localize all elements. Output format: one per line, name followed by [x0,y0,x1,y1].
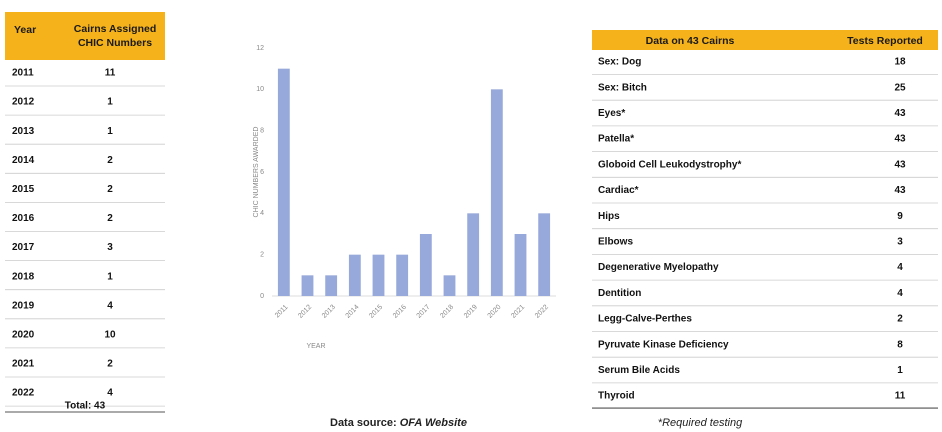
x-tick-label: 2014 [345,304,361,320]
cell: 2015 [12,184,35,195]
cell: 18 [894,57,906,68]
y-tick-label: 8 [260,128,264,135]
x-tick-label: 2016 [392,304,408,320]
bar [325,275,338,296]
cell: Legg-Calve-Perthes [598,314,692,325]
cell: 2 [897,314,903,325]
cell: Pyruvate Kinase Deficiency [598,339,729,350]
cell: Dentition [598,288,641,299]
bar [490,89,503,296]
cell: Cardiac* [598,185,639,196]
cell: 43 [894,134,906,145]
cell: 25 [894,82,906,93]
cell: 2017 [12,242,35,253]
x-tick-label: 2019 [463,304,479,320]
cell: 1 [107,97,113,108]
cell: 3 [107,242,113,253]
cell: 2022 [12,388,35,399]
bar [443,275,456,296]
y-tick-label: 0 [260,293,264,300]
y-tick-label: 10 [256,86,264,93]
cell: 2 [107,155,113,166]
y-tick-label: 12 [256,45,264,52]
left-header-bg [5,12,165,60]
cell: 4 [897,262,903,273]
cell: 2013 [12,126,35,137]
cell: 2019 [12,300,35,311]
x-tick-label: 2017 [416,304,432,320]
cell: 2016 [12,213,35,224]
x-tick-label: 2012 [297,304,313,320]
x-tick-label: 2020 [487,304,503,320]
x-tick-label: 2022 [534,304,550,320]
cell: Patella* [598,134,634,145]
source-label: Data source: [330,417,400,429]
bar [348,254,361,296]
cell: 2014 [12,155,35,166]
cell: 2011 [12,68,34,79]
right-header: Tests Reported [847,35,923,47]
cell: 3 [897,237,903,248]
cell: 43 [894,108,906,119]
cell: 4 [107,388,113,399]
cell: 8 [897,339,903,350]
footnote: *Required testing [658,417,743,429]
cell: 43 [894,159,906,170]
cell: Eyes* [598,108,625,119]
bar [277,68,290,297]
cell: 2020 [12,330,35,341]
cell: 4 [107,300,113,311]
source: Data source: OFA Website [330,417,467,429]
cell: 2 [107,359,113,370]
y-tick-label: 6 [260,169,264,176]
cell: 2021 [12,359,35,370]
cell: 2018 [12,271,35,282]
bar [419,234,432,296]
cell: 11 [895,391,906,402]
bar [396,254,409,296]
cell: Globoid Cell Leukodystrophy* [598,159,741,170]
cell: 10 [104,330,116,341]
source-link: OFA Website [400,417,467,429]
left-header: CHIC Numbers [78,37,152,49]
cell: Hips [598,211,620,222]
bar [514,234,527,296]
y-axis-label: CHIC NUMBERS AWARDED [253,127,260,218]
cell: 2 [107,213,113,224]
bar [372,254,385,296]
left-header: Cairns Assigned [74,23,156,35]
cell: 11 [105,68,116,79]
cell: Sex: Bitch [598,82,647,93]
cell: Thyroid [598,391,635,402]
cell: 4 [897,288,903,299]
x-tick-label: 2013 [321,304,337,320]
cell: 43 [894,185,906,196]
cell: 1 [107,126,113,137]
cell: 2012 [12,97,35,108]
x-tick-label: 2021 [510,304,526,320]
bar [538,213,551,296]
cell: 9 [897,211,903,222]
y-tick-label: 4 [260,210,264,217]
left-header: Year [14,24,36,36]
x-axis-label: YEAR [306,343,325,350]
bar [301,275,314,296]
x-tick-label: 2018 [439,304,455,320]
x-tick-label: 2011 [274,304,290,320]
x-tick-label: 2015 [368,304,384,320]
cell: Elbows [598,237,633,248]
y-tick-label: 2 [260,252,264,259]
cell: Serum Bile Acids [598,365,680,376]
cell: 2 [107,184,113,195]
cell: Sex: Dog [598,57,641,68]
right-header-bg [592,30,938,50]
total: Total: 43 [65,401,106,412]
cell: 1 [107,271,113,282]
cell: 1 [897,365,903,376]
cell: Degenerative Myelopathy [598,262,719,273]
right-header: Data on 43 Cairns [646,35,735,47]
bar [467,213,480,296]
